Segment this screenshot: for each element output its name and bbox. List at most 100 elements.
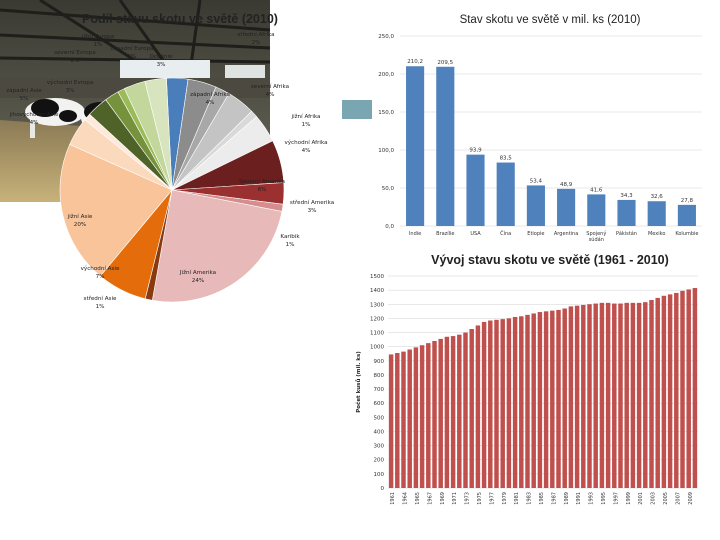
x-tick-label: 1987 (551, 492, 557, 505)
bar (680, 290, 685, 488)
bar (674, 292, 679, 488)
x-tick-label: 2003 (651, 492, 657, 505)
pie-label: jižní Afrika (291, 113, 321, 120)
pie-label: západní Asie (6, 87, 42, 94)
pie-label-percent: 24% (192, 278, 204, 284)
x-tick-label: Indie (409, 231, 421, 237)
pie-label: severní Afrika (251, 83, 289, 90)
pie-label: Jižní Amerika (179, 269, 216, 276)
pie-label: Karibik (280, 234, 300, 240)
pie-label-percent: 5% (20, 96, 29, 102)
data-label: 93,9 (469, 148, 482, 154)
x-tick-label: 1969 (440, 492, 446, 505)
trend-chart-title: Vývoj stavu skotu ve světě (1961 - 2010) (431, 253, 669, 267)
y-tick-label: 700 (374, 387, 385, 393)
x-tick-label: 2005 (663, 492, 669, 505)
bar (463, 332, 468, 488)
pie-chart-panel: Podíl stavu skotu ve světě (2010) jižní … (0, 0, 350, 330)
x-tick-label: 1979 (502, 492, 508, 505)
bar (550, 310, 555, 488)
bar (593, 303, 598, 488)
x-tick-label: 1985 (539, 492, 545, 505)
bar (401, 351, 406, 488)
bar (413, 347, 419, 488)
pie-label: střední Amerika (290, 199, 334, 206)
data-label: 27,8 (681, 198, 694, 204)
bar (426, 343, 431, 488)
y-tick-label: 1300 (370, 302, 384, 308)
y-tick-label: 500 (374, 415, 385, 421)
x-tick-label: Mexiko (648, 231, 665, 237)
bar (556, 309, 561, 488)
pie-label: západní Afrika (190, 91, 230, 98)
bar (543, 311, 549, 488)
pie-label-percent: 1% (94, 42, 103, 48)
bar (617, 199, 636, 226)
data-label: 83,5 (500, 156, 513, 162)
pie-label-percent: 4% (206, 100, 215, 106)
bar (649, 300, 654, 488)
pie-label: severní Evropa (54, 49, 96, 56)
y-tick-label: 0,0 (385, 224, 394, 230)
pie-label-percent: 3% (157, 62, 166, 68)
x-tick-label: 1983 (527, 492, 533, 505)
x-tick-label: 1965 (415, 492, 421, 505)
data-label: 53,4 (530, 178, 543, 184)
pie-slice (151, 189, 283, 303)
bar (562, 308, 567, 488)
bar (537, 312, 543, 488)
bar (587, 304, 592, 488)
x-tick-label: Pákistán (616, 230, 637, 237)
bar (506, 318, 512, 488)
bar (636, 302, 642, 488)
data-label: 32,6 (651, 194, 664, 200)
x-tick-label: Kolumbie (675, 231, 698, 237)
x-tick-label: Argentina (554, 231, 578, 237)
bar (526, 185, 545, 226)
x-tick-label: 1975 (477, 492, 483, 505)
x-tick-label: Brazílie (436, 230, 454, 237)
bar (630, 302, 636, 488)
x-tick-label: 1993 (589, 492, 595, 505)
bar (692, 288, 698, 488)
x-tick-label: Spojený (586, 230, 606, 237)
bar (395, 353, 400, 488)
y-tick-label: 200,0 (378, 72, 394, 78)
bar (519, 316, 524, 488)
bar (612, 303, 617, 488)
bar (661, 295, 667, 488)
x-tick-label: Etiopie (527, 231, 544, 237)
pie-label-percent: 1% (96, 304, 105, 310)
bar (655, 297, 660, 488)
x-tick-label: 2009 (688, 492, 694, 505)
pie-label: Severní Amerika (239, 178, 285, 185)
bar (466, 154, 485, 226)
bar (419, 345, 425, 488)
y-tick-label: 400 (374, 429, 385, 435)
pie-label-percent: 3% (66, 88, 75, 94)
pie-label: západní Evropa (110, 45, 153, 52)
pie-chart-title: Podíl stavu skotu ve světě (2010) (82, 12, 278, 26)
y-tick-label: 100,0 (378, 148, 394, 154)
x-tick-label: Čína (500, 230, 511, 237)
bar (568, 306, 574, 488)
pie-label: střední Asie (84, 295, 117, 302)
pie-label-percent: 7% (96, 274, 105, 280)
bar (407, 349, 412, 488)
bar (647, 201, 666, 226)
bar (605, 302, 611, 488)
y-tick-label: 200 (374, 458, 385, 464)
y-axis-label: Počet kusů (mil. ks) (355, 351, 362, 413)
bar (618, 303, 623, 488)
bar (469, 329, 474, 488)
pie-label: Oceánie (150, 53, 173, 60)
y-tick-label: 1000 (370, 345, 384, 351)
x-tick-label: 1977 (489, 492, 495, 505)
pie-label-percent: 4% (302, 148, 311, 154)
legend-swatch (342, 100, 372, 119)
bar (557, 188, 576, 226)
pie-label: jižní Evropa (81, 33, 114, 40)
y-tick-label: 800 (374, 373, 385, 379)
x-tick-label: 1981 (514, 492, 520, 505)
